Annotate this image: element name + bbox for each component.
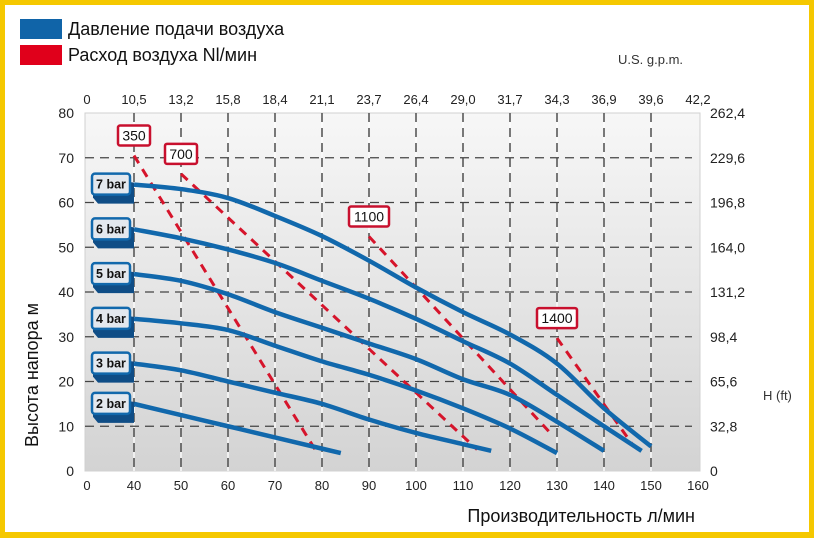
y-tick-label: 0 bbox=[66, 463, 74, 479]
legend-item-pressure: Давление подачи воздуха bbox=[20, 16, 284, 42]
pressure-curve-2-bar bbox=[133, 401, 342, 456]
pressure-label-box bbox=[90, 261, 132, 286]
y-tick-label: 30 bbox=[58, 329, 74, 345]
air-flow-label: 1400 bbox=[541, 310, 572, 326]
y2-axis-title: H (ft) bbox=[763, 388, 792, 403]
x2-tick-label: 13,2 bbox=[168, 92, 193, 107]
y2-tick-label: 65,6 bbox=[710, 374, 737, 390]
x2-tick-label: 34,3 bbox=[544, 92, 569, 107]
pressure-label-box bbox=[90, 391, 132, 416]
x2-tick-label: 39,6 bbox=[638, 92, 663, 107]
air-flow-label: 700 bbox=[169, 146, 193, 162]
y-axis-title: Высота напора м bbox=[22, 303, 42, 447]
pressure-curve-4-bar bbox=[133, 316, 559, 456]
pressure-label: 5 bar bbox=[96, 267, 126, 281]
x-tick-label: 50 bbox=[174, 478, 188, 493]
x-tick-label: 150 bbox=[640, 478, 662, 493]
y2-tick-label: 229,6 bbox=[710, 150, 745, 166]
pressure-curve-3-bar bbox=[133, 361, 492, 454]
x2-tick-label: 26,4 bbox=[403, 92, 428, 107]
legend-swatch-red bbox=[20, 45, 62, 65]
air-flow-label-box bbox=[535, 306, 579, 330]
y2-tick-label: 131,2 bbox=[710, 284, 745, 300]
legend-item-air-flow: Расход воздуха Nl/мин bbox=[20, 42, 284, 68]
air-flow-line-1400 bbox=[555, 337, 634, 446]
air-flow-label: 1100 bbox=[354, 209, 384, 225]
pressure-label-box bbox=[90, 217, 132, 241]
legend-label: Расход воздуха Nl/мин bbox=[68, 44, 258, 65]
pressure-label-box bbox=[90, 306, 132, 331]
x2-tick-label: 42,2 bbox=[685, 92, 710, 107]
legend-swatch-blue bbox=[20, 19, 62, 39]
pressure-label: 3 bar bbox=[96, 357, 126, 371]
x-tick-label: 90 bbox=[362, 478, 376, 493]
x2-axis-title: U.S. g.p.m. bbox=[618, 52, 683, 67]
pressure-label-box bbox=[90, 172, 132, 196]
x-tick-label: 160 bbox=[687, 478, 709, 493]
pressure-label: 6 bar bbox=[96, 222, 126, 236]
y-tick-label: 10 bbox=[58, 418, 74, 434]
air-flow-line-350 bbox=[132, 154, 319, 454]
air-flow-line-700 bbox=[179, 172, 479, 451]
x-tick-label: 40 bbox=[127, 478, 141, 493]
pressure-curve-6-bar bbox=[133, 227, 643, 453]
x2-tick-label: 29,0 bbox=[450, 92, 475, 107]
y-tick-label: 40 bbox=[58, 284, 74, 300]
x-tick-label: 100 bbox=[405, 478, 427, 493]
air-flow-label: 350 bbox=[122, 128, 146, 144]
x2-tick-label: 0 bbox=[83, 92, 90, 107]
y2-tick-label: 262,4 bbox=[710, 105, 745, 121]
x-tick-label: 60 bbox=[221, 478, 235, 493]
x2-tick-label: 15,8 bbox=[215, 92, 240, 107]
x-tick-label: 0 bbox=[83, 478, 90, 493]
y2-tick-label: 164,0 bbox=[710, 239, 745, 255]
y2-tick-label: 98,4 bbox=[710, 329, 737, 345]
y-tick-label: 50 bbox=[58, 239, 74, 255]
pressure-label: 2 bar bbox=[96, 397, 126, 411]
x-tick-label: 130 bbox=[546, 478, 568, 493]
x2-tick-label: 36,9 bbox=[591, 92, 616, 107]
legend: Давление подачи воздуха Расход воздуха N… bbox=[20, 16, 284, 68]
y-tick-label: 20 bbox=[58, 374, 74, 390]
pressure-label-box bbox=[90, 351, 132, 375]
x-tick-label: 110 bbox=[453, 478, 474, 493]
x2-tick-label: 10,5 bbox=[121, 92, 146, 107]
x2-tick-label: 31,7 bbox=[497, 92, 522, 107]
x2-tick-label: 21,1 bbox=[309, 92, 334, 107]
y2-tick-label: 196,8 bbox=[710, 195, 745, 211]
x-tick-label: 70 bbox=[268, 478, 282, 493]
x-tick-label: 140 bbox=[593, 478, 615, 493]
air-flow-label-box bbox=[163, 142, 199, 166]
x-tick-label: 120 bbox=[499, 478, 521, 493]
y2-tick-label: 0 bbox=[710, 463, 718, 479]
x-axis-title: Производительность л/мин bbox=[467, 506, 695, 526]
legend-label: Давление подачи воздуха bbox=[68, 18, 285, 39]
air-flow-label-box bbox=[347, 205, 391, 228]
pressure-label: 7 bar bbox=[96, 178, 126, 192]
pressure-curve-7-bar bbox=[133, 182, 653, 449]
y2-tick-label: 32,8 bbox=[710, 418, 737, 434]
y-tick-label: 60 bbox=[58, 195, 74, 211]
pressure-curve-5-bar bbox=[133, 271, 606, 453]
pressure-label: 4 bar bbox=[96, 312, 126, 326]
y-tick-label: 80 bbox=[58, 105, 74, 121]
x2-tick-label: 23,7 bbox=[356, 92, 381, 107]
x2-tick-label: 18,4 bbox=[262, 92, 287, 107]
x-tick-label: 80 bbox=[315, 478, 329, 493]
y-tick-label: 70 bbox=[58, 150, 74, 166]
air-flow-label-box bbox=[116, 124, 152, 147]
